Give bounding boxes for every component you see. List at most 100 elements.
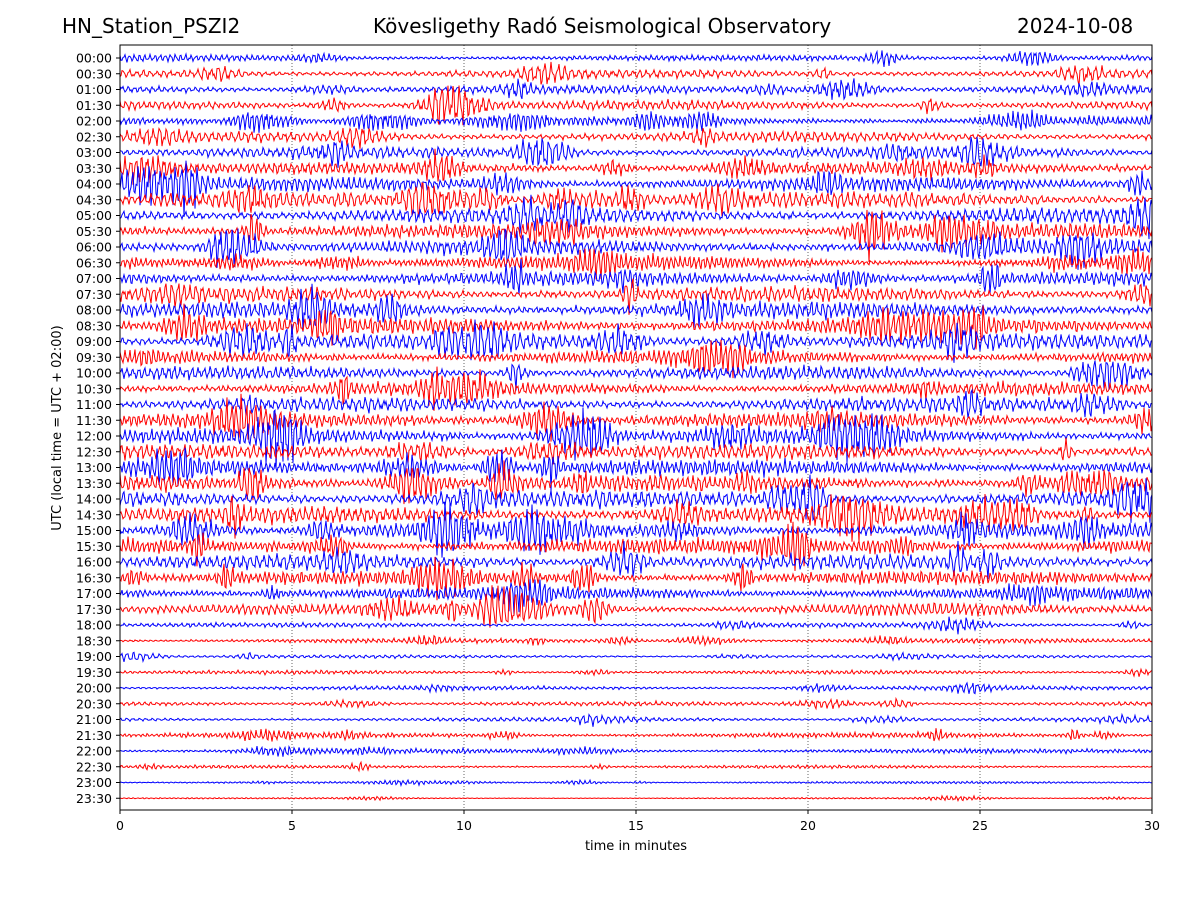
station-title: HN_Station_PSZI2 [62, 14, 241, 38]
observatory-title: Kövesligethy Radó Seismological Observat… [373, 14, 832, 38]
seismogram-trace [120, 651, 1152, 664]
y-tick-label: 13:00 [76, 460, 112, 475]
seismogram-trace [120, 148, 1152, 185]
seismogram-trace [120, 278, 1152, 315]
y-tick-label: 09:30 [76, 350, 112, 365]
x-tick-label: 20 [800, 818, 816, 833]
seismogram-trace [120, 127, 1152, 149]
seismogram-trace [120, 540, 1152, 580]
seismogram-trace [120, 502, 1152, 558]
seismogram-trace [120, 474, 1152, 523]
seismogram-trace [120, 745, 1152, 757]
y-tick-label: 06:30 [76, 255, 112, 270]
y-tick-label: 03:30 [76, 161, 112, 176]
y-tick-label: 15:00 [76, 523, 112, 538]
x-axis-label: time in minutes [585, 839, 687, 854]
seismogram-trace [120, 160, 1152, 217]
y-tick-label: 18:30 [76, 633, 112, 648]
seismogram-trace [120, 136, 1152, 168]
seismogram-trace [120, 634, 1152, 647]
y-tick-label: 20:30 [76, 696, 112, 711]
seismogram-trace [120, 78, 1152, 101]
y-tick-label: 01:00 [76, 82, 112, 97]
y-tick-label: 10:00 [76, 366, 112, 381]
seismogram-trace [120, 339, 1152, 379]
seismogram-trace [120, 437, 1152, 465]
y-tick-label: 19:00 [76, 649, 112, 664]
y-tick-label: 21:00 [76, 712, 112, 727]
seismogram-trace [120, 681, 1152, 695]
seismogram-trace [120, 246, 1152, 280]
y-tick-label: 08:30 [76, 318, 112, 333]
y-tick-label: 17:00 [76, 586, 112, 601]
y-tick-label: 01:30 [76, 98, 112, 113]
x-tick-label: 5 [288, 818, 296, 833]
seismogram-trace [120, 760, 1152, 773]
seismogram-trace [120, 667, 1152, 678]
seismogram-trace [120, 778, 1152, 788]
x-tick-label: 0 [116, 818, 124, 833]
y-tick-label: 08:00 [76, 303, 112, 318]
seismogram-trace [120, 393, 1152, 442]
y-tick-label: 00:00 [76, 51, 112, 66]
y-tick-label: 11:00 [76, 397, 112, 412]
y-tick-label: 22:30 [76, 759, 112, 774]
seismogram-trace [120, 712, 1152, 727]
y-tick-label: 04:30 [76, 192, 112, 207]
x-tick-label: 15 [628, 818, 644, 833]
seismogram-trace [120, 194, 1152, 240]
y-tick-label: 14:00 [76, 492, 112, 507]
y-tick-label: 16:00 [76, 555, 112, 570]
y-tick-label: 05:30 [76, 224, 112, 239]
seismogram-trace [120, 696, 1152, 711]
seismogram-trace [120, 460, 1152, 505]
date-title: 2024-10-08 [1017, 14, 1134, 38]
seismogram-trace [120, 794, 1152, 803]
seismogram-trace [120, 728, 1152, 742]
seismogram-trace [120, 521, 1152, 572]
seismogram-trace [120, 49, 1152, 68]
seismogram-trace [120, 85, 1152, 126]
y-tick-label: 23:30 [76, 791, 112, 806]
seismogram-trace [120, 283, 1152, 332]
seismogram-trace [120, 258, 1152, 295]
y-tick-label: 21:30 [76, 728, 112, 743]
y-tick-label: 13:30 [76, 476, 112, 491]
x-tick-label: 10 [456, 818, 472, 833]
seismogram-trace [120, 61, 1152, 86]
y-tick-label: 17:30 [76, 602, 112, 617]
y-tick-label: 11:30 [76, 413, 112, 428]
y-tick-label: 16:30 [76, 570, 112, 585]
seismogram-trace [120, 366, 1152, 411]
seismogram-trace [120, 360, 1152, 391]
y-tick-label: 09:00 [76, 334, 112, 349]
y-tick-label: 20:00 [76, 681, 112, 696]
seismogram-trace [120, 319, 1152, 363]
seismogram-trace [120, 209, 1152, 263]
seismogram-trace [120, 407, 1152, 469]
seismogram-trace [120, 556, 1152, 601]
y-tick-label: 12:00 [76, 429, 112, 444]
y-tick-label: 22:00 [76, 744, 112, 759]
seismogram-trace [120, 303, 1152, 350]
y-tick-label: 02:00 [76, 114, 112, 129]
seismogram-trace [120, 585, 1152, 628]
y-tick-label: 14:30 [76, 507, 112, 522]
x-axis-ticks: 0 5 10 15 20 25 30 [116, 810, 1160, 833]
seismogram-trace [120, 228, 1152, 270]
seismogram-trace [120, 493, 1152, 543]
y-tick-label: 07:30 [76, 287, 112, 302]
y-tick-label: 04:00 [76, 177, 112, 192]
x-tick-label: 30 [1144, 818, 1160, 833]
y-tick-label: 06:00 [76, 240, 112, 255]
seismogram-trace [120, 388, 1152, 419]
y-tick-label: 05:00 [76, 208, 112, 223]
y-tick-label: 02:30 [76, 129, 112, 144]
y-tick-label: 10:30 [76, 381, 112, 396]
y-tick-label: 23:00 [76, 775, 112, 790]
y-tick-label: 18:00 [76, 618, 112, 633]
y-tick-label: 03:00 [76, 145, 112, 160]
y-tick-label: 00:30 [76, 66, 112, 81]
seismogram-trace [120, 182, 1152, 217]
